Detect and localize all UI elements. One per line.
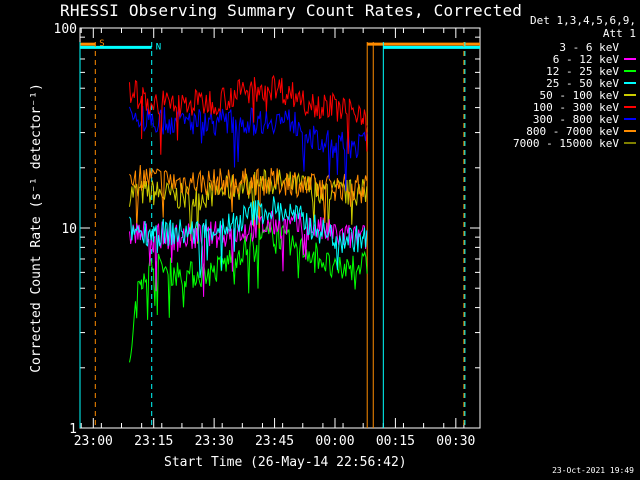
legend-header-line-2: Att 1 [602, 27, 636, 40]
legend-swatch [624, 106, 636, 108]
series-line-100-300keV [129, 74, 368, 155]
legend-label: 25 - 50 keV [546, 76, 619, 90]
legend-header: Det 1,3,4,5,6,9, Att 1 [530, 14, 636, 40]
x-tick-label: 23:15 [134, 434, 173, 449]
chart-title: RHESSI Observing Summary Count Rates, Co… [60, 1, 523, 20]
x-tick-label: 00:00 [315, 434, 354, 449]
legend: 3 - 6 keV 6 - 12 keV 12 - 25 keV 25 - 50 ke… [513, 40, 636, 150]
series-layer [129, 74, 368, 363]
x-tick-label: 23:45 [255, 434, 294, 449]
legend-label: 300 - 800 keV [532, 112, 619, 126]
y-tick-label: 10 [61, 222, 77, 237]
legend-header-line-1: Det 1,3,4,5,6,9, [530, 14, 636, 27]
flag-label: N [156, 42, 161, 52]
legend-entry: 50 - 100 keV [513, 88, 636, 102]
legend-entry: 100 - 300 keV [513, 100, 636, 114]
legend-swatch [624, 82, 636, 84]
x-tick-label: 23:00 [74, 434, 113, 449]
series-line-6-12keV [129, 209, 368, 297]
legend-label: 7000 - 15000 keV [513, 136, 619, 150]
legend-swatch [624, 130, 636, 132]
x-tick-label: 00:30 [436, 434, 475, 449]
legend-swatch [624, 94, 636, 96]
series-line-50-100keV [129, 168, 368, 244]
y-tick-label: 1 [69, 422, 77, 437]
y-axis-label: Corrected Count Rate (s⁻¹ detector⁻¹) [29, 83, 44, 373]
legend-entry: 12 - 25 keV [513, 64, 636, 78]
legend-entry: 25 - 50 keV [513, 76, 636, 90]
legend-entry: 7000 - 15000 keV [513, 136, 636, 150]
series-line-800-7000keV [129, 164, 368, 241]
series-line-12-25keV [129, 222, 368, 363]
legend-swatch [624, 58, 636, 60]
x-axis-label: Start Time (26-May-14 22:56:42) [164, 455, 407, 470]
legend-entry: 6 - 12 keV [513, 52, 636, 66]
legend-label: 50 - 100 keV [539, 88, 619, 102]
legend-label: 800 - 7000 keV [526, 124, 619, 138]
footer-timestamp: 23-Oct-2021 19:49 [552, 466, 634, 475]
series-line-25-50keV [129, 196, 368, 278]
plot-axes: 1 10 100 23:00 23:15 23:30 23:45 00:00 00:15 00:3… [54, 22, 481, 449]
legend-swatch [624, 46, 636, 48]
legend-entry: 3 - 6 keV [513, 40, 636, 54]
legend-entry: 300 - 800 keV [513, 112, 636, 126]
legend-swatch [624, 142, 636, 144]
legend-label: 6 - 12 keV [552, 52, 619, 66]
x-tick-label: 00:15 [376, 434, 415, 449]
flag-label: S [99, 39, 104, 49]
legend-label: 12 - 25 keV [546, 64, 619, 78]
legend-swatch [624, 118, 636, 120]
legend-entry: 800 - 7000 keV [513, 124, 636, 138]
legend-swatch [624, 70, 636, 72]
x-tick-label: 23:30 [195, 434, 234, 449]
y-tick-label: 100 [54, 22, 77, 37]
legend-label: 3 - 6 keV [559, 40, 619, 54]
series-line-300-800keV [129, 105, 368, 192]
legend-label: 100 - 300 keV [532, 100, 619, 114]
